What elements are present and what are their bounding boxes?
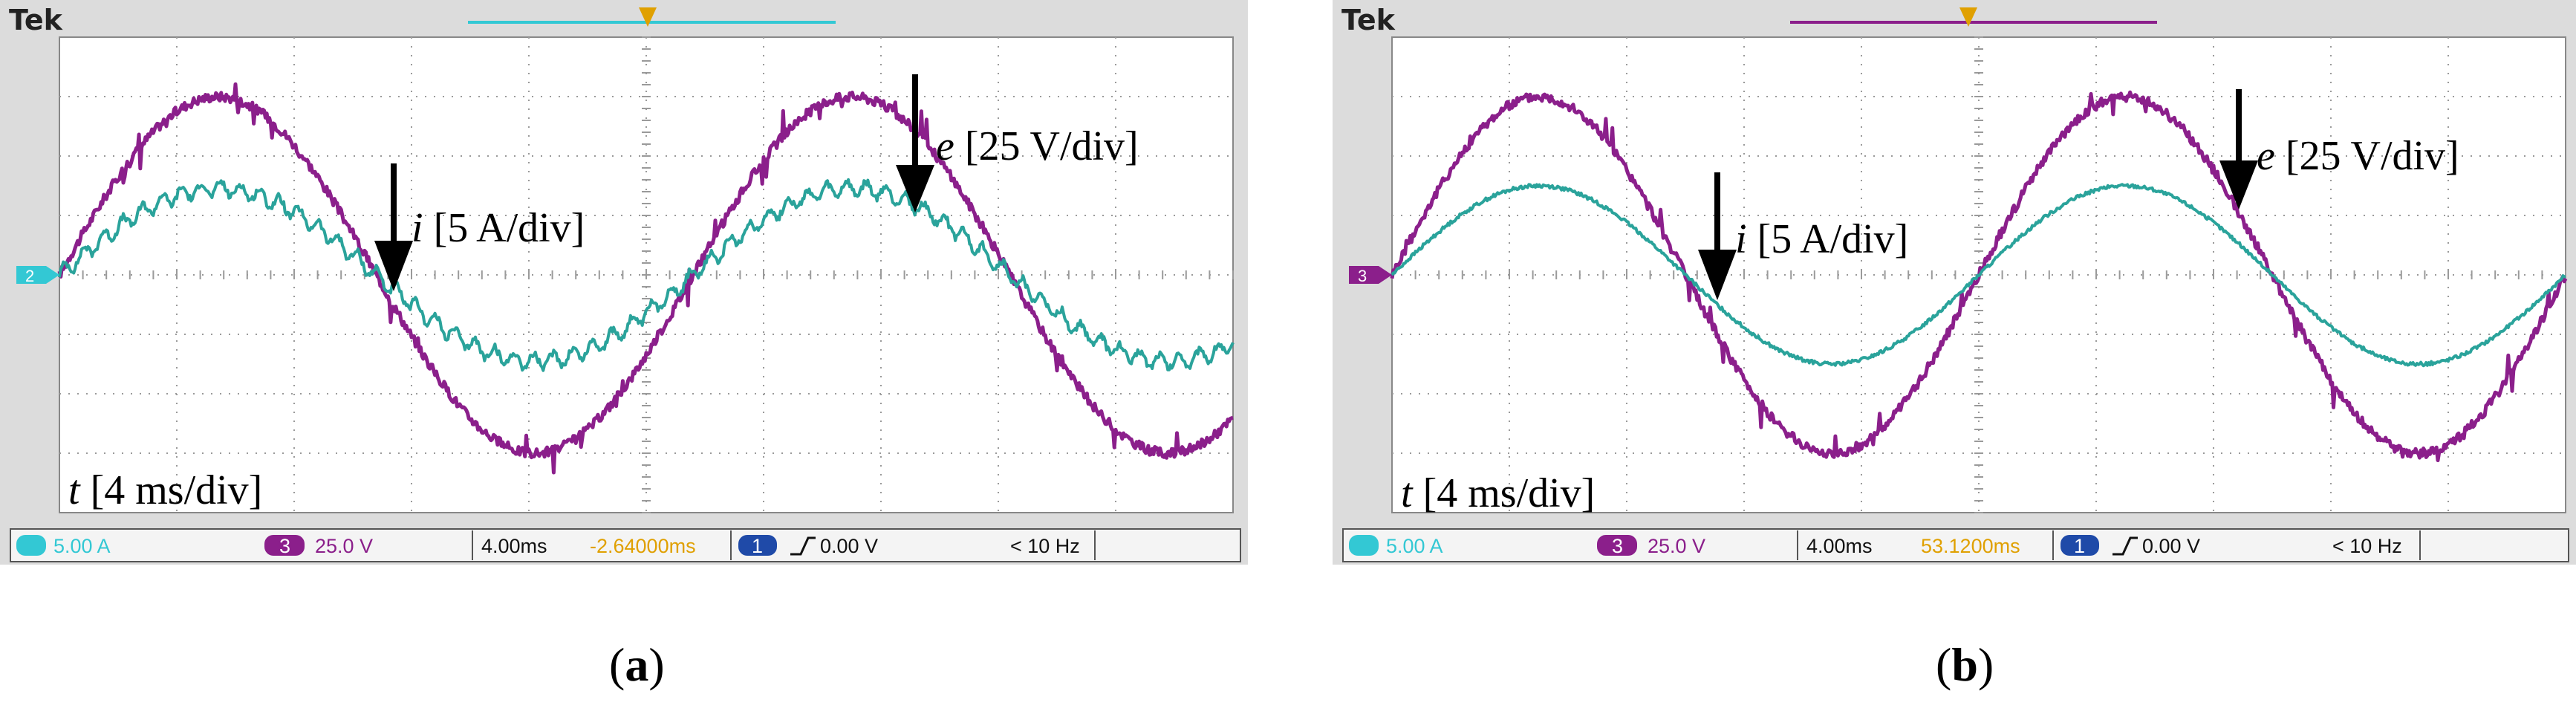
i-var-label: i	[1735, 216, 1747, 262]
trigger-position-icon	[639, 7, 657, 27]
timebase: 4.00ms	[481, 535, 547, 557]
t-unit-label: [4 ms/div]	[91, 467, 263, 513]
arrow-down-icon	[374, 241, 413, 291]
trigger-level: 0.00 V	[820, 535, 878, 557]
annotation-e: e [25 V/div]	[2219, 89, 2459, 210]
current-trace-i	[58, 178, 1235, 372]
timebase: 4.00ms	[1806, 535, 1873, 557]
trigger-channel-badge	[738, 535, 777, 556]
status-bar: 5.00 A 3 25.0 V 4.00ms -2.64000ms 1 0.00…	[10, 528, 1241, 562]
annotation-i: i [5 A/div]	[374, 163, 585, 291]
trigger-position-icon	[1959, 7, 1977, 27]
ch2-badge	[1349, 535, 1379, 556]
annotation-t: t [4 ms/div]	[68, 467, 262, 513]
channel-ground-marker: 2	[16, 266, 59, 285]
status-bar: 5.00 A 3 25.0 V 4.00ms 53.1200ms 1 0.00 …	[1342, 528, 2569, 562]
arrow-down-icon	[1698, 250, 1737, 300]
t-var-label: t	[68, 467, 81, 513]
voltage-trace-e	[57, 82, 1234, 475]
i-var-label: i	[412, 205, 423, 251]
ch3-badge	[1597, 535, 1637, 556]
oscilloscope-panel-b: Tek 3 e [25 V/div] i [5 A/div] t [4 ms/div]	[1333, 0, 2576, 565]
graticule-grid	[1391, 36, 2566, 513]
ch3-id: 3	[279, 535, 290, 557]
e-var-label: e	[2257, 133, 2275, 179]
svg-text:e[25 V/div]: e [25 V/div]	[936, 123, 1139, 169]
svg-text:e[25 V/div]: e [25 V/div]	[2257, 133, 2459, 179]
svg-text:i[5 A/div]: i [5 A/div]	[1735, 216, 1908, 262]
trigger-channel: 1	[752, 535, 763, 557]
t-unit-label: [4 ms/div]	[1423, 470, 1596, 516]
channel-marker-label: 2	[25, 267, 34, 285]
arrow-down-icon	[2219, 160, 2258, 210]
current-trace-i	[1391, 183, 2566, 368]
trigger-frequency: < 10 Hz	[2332, 535, 2402, 557]
ch3-scale: 25.0 V	[315, 535, 373, 557]
e-unit-label: [25 V/div]	[2286, 133, 2459, 179]
oscilloscope-panel-a: Tek 2 e [25 V/div] i [5 A/div] t [4 ms/div]	[0, 0, 1248, 565]
scope-screen-a: Tek 2 e [25 V/div] i [5 A/div] t [4 ms/div]	[0, 0, 1248, 565]
scope-screen-b: Tek 3 e [25 V/div] i [5 A/div] t [4 ms/div]	[1333, 0, 2576, 565]
plot-area	[1390, 36, 2568, 513]
annotation-e: e [25 V/div]	[896, 74, 1139, 212]
rising-edge-icon	[790, 536, 816, 556]
channel-marker-label: 3	[1358, 267, 1367, 285]
i-unit-label: [5 A/div]	[434, 205, 585, 251]
brand-label: Tek	[1341, 4, 1396, 36]
voltage-trace-e	[1390, 90, 2568, 463]
ch2-badge	[16, 535, 46, 556]
trigger-channel: 1	[2074, 535, 2085, 557]
e-unit-label: [25 V/div]	[965, 123, 1139, 169]
caption-b: (b)	[1936, 638, 1994, 691]
caption-letter-b: b	[1951, 638, 1978, 691]
trigger-channel-badge	[2061, 535, 2099, 556]
brand-label: Tek	[9, 4, 63, 36]
i-unit-label: [5 A/div]	[1757, 216, 1909, 262]
horizontal-position: -2.64000ms	[590, 535, 696, 557]
trigger-level: 0.00 V	[2142, 535, 2200, 557]
horizontal-position: 53.1200ms	[1921, 535, 2020, 557]
trigger-frequency: < 10 Hz	[1010, 535, 1080, 557]
annotation-i: i [5 A/div]	[1698, 172, 1908, 300]
ch2-scale: 5.00 A	[53, 535, 111, 557]
caption-letter-a: a	[625, 638, 649, 691]
e-var-label: e	[936, 123, 954, 169]
channel-ground-marker: 3	[1349, 266, 1392, 285]
ch3-id: 3	[1612, 535, 1623, 557]
svg-text:i[5 A/div]: i [5 A/div]	[412, 205, 585, 251]
caption-a: (a)	[609, 638, 665, 691]
ch3-badge	[264, 535, 305, 556]
annotation-t: t [4 ms/div]	[1401, 470, 1595, 516]
ch3-scale: 25.0 V	[1648, 535, 1705, 557]
t-var-label: t	[1401, 470, 1414, 516]
ch2-scale: 5.00 A	[1386, 535, 1443, 557]
rising-edge-icon	[2112, 536, 2138, 556]
arrow-down-icon	[896, 165, 934, 212]
plot-area	[57, 36, 1235, 513]
